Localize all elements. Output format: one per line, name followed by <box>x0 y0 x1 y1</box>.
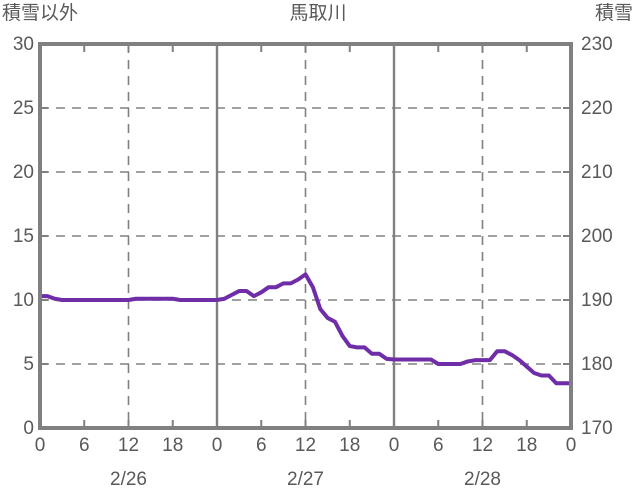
x-axis-tick-label: 12 <box>117 435 140 456</box>
gridlines <box>40 44 571 428</box>
y-axis-right-tick-label: 170 <box>581 418 613 439</box>
x-axis-day-label: 2/26 <box>110 469 147 490</box>
x-axis-tick-label: 6 <box>78 435 90 456</box>
x-axis-day-label: 2/28 <box>464 469 501 490</box>
y-axis-right-tick-label: 200 <box>581 226 613 247</box>
x-axis-tick-label: 12 <box>294 435 317 456</box>
x-axis-tick-label: 6 <box>255 435 267 456</box>
data-line-series <box>38 272 573 386</box>
y-axis-right-tick-label: 220 <box>581 98 613 119</box>
y-axis-left-tick-label: 30 <box>12 34 34 55</box>
x-axis-tick-label: 6 <box>432 435 444 456</box>
x-axis-tick-label: 0 <box>388 435 400 456</box>
right-axis-unit-label: 積雪 <box>594 3 633 24</box>
x-axis-tick-label: 12 <box>471 435 494 456</box>
x-axis-day-label: 2/27 <box>287 469 324 490</box>
left-axis-unit-label: 積雪以外 <box>2 3 79 24</box>
plot-area <box>38 42 573 430</box>
chart-svg <box>38 42 573 430</box>
y-axis-left-tick-label: 20 <box>12 162 34 183</box>
x-axis-tick-label: 18 <box>516 435 538 456</box>
y-axis-right-tick-label: 230 <box>581 34 613 55</box>
y-axis-left-tick-label: 5 <box>23 354 34 375</box>
x-axis-tick-label: 18 <box>339 435 361 456</box>
y-axis-left-tick-label: 25 <box>12 98 34 119</box>
plot-frame <box>38 42 573 430</box>
y-axis-left-tick-label: 15 <box>12 226 34 247</box>
x-axis-tick-label: 0 <box>211 435 223 456</box>
x-axis-tick-label: 18 <box>162 435 184 456</box>
y-axis-right-tick-label: 190 <box>581 290 613 311</box>
y-axis-right-tick-label: 210 <box>581 162 613 183</box>
chart-title: 馬取川 <box>289 3 347 24</box>
x-axis-tick-label: 0 <box>565 435 577 456</box>
y-axis-left-tick-label: 0 <box>23 418 34 439</box>
y-axis-left-tick-label: 10 <box>12 290 34 311</box>
x-axis-tick-label: 0 <box>34 435 46 456</box>
y-axis-right-tick-label: 180 <box>581 354 613 375</box>
